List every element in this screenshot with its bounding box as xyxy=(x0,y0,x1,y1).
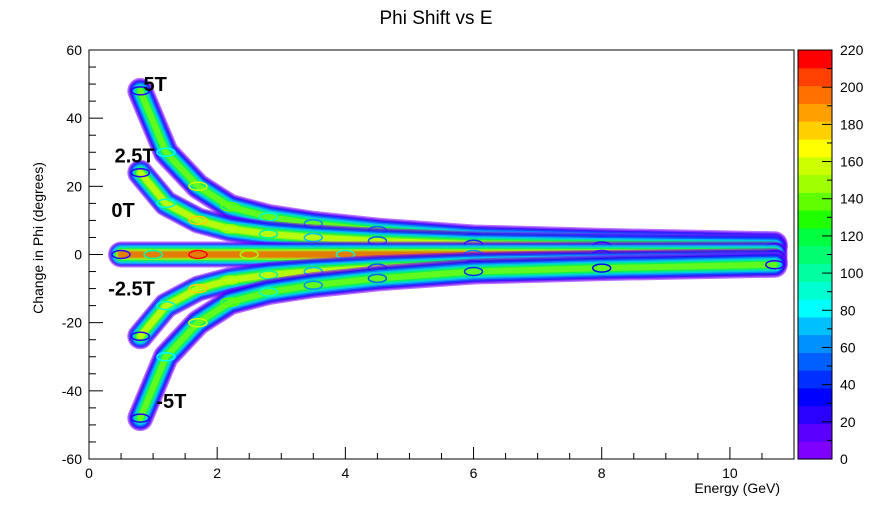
field-label-2: 0T xyxy=(111,200,134,222)
contour-point xyxy=(130,86,151,96)
x-axis: 0 2 4 6 8 10 xyxy=(85,447,795,481)
contour-point xyxy=(239,249,259,260)
color-bar-swatch xyxy=(798,263,832,282)
annotation-layer: 5T 2.5T 0T -2.5T -5T xyxy=(108,74,186,413)
contour-point xyxy=(367,273,388,284)
contour-band xyxy=(137,261,778,422)
y-tick-label: 20 xyxy=(66,178,82,194)
x-tick-label: 4 xyxy=(342,465,350,481)
contour-point xyxy=(303,280,324,290)
y-tick-label: -20 xyxy=(62,315,82,331)
contour-point xyxy=(156,300,176,311)
contour-point xyxy=(188,317,208,328)
color-bar-swatch xyxy=(798,352,832,371)
contour-point xyxy=(156,352,176,362)
x-tick-label: 0 xyxy=(85,465,93,481)
x-tick-label: 6 xyxy=(470,465,478,481)
chart-title: Phi Shift vs E xyxy=(380,8,493,29)
color-bar-swatch xyxy=(798,281,832,300)
y-tick-label: -40 xyxy=(62,383,82,399)
contour-point xyxy=(111,249,131,260)
color-bar-swatch xyxy=(798,387,832,407)
contour-point xyxy=(258,229,279,239)
color-bar-swatch xyxy=(798,103,832,122)
color-bar-swatch xyxy=(798,192,832,211)
x-tick-label: 8 xyxy=(598,465,606,481)
color-bar-tick-label: 60 xyxy=(840,340,856,356)
color-bar-swatch xyxy=(798,138,832,158)
contour-point xyxy=(156,198,176,209)
contour-point xyxy=(130,167,151,178)
color-bar-tick-label: 200 xyxy=(840,79,864,95)
contour-point xyxy=(130,413,151,423)
color-scale-bar: 0 20 40 60 80 100 120 140 160 180 200 220 xyxy=(797,42,864,467)
color-bar-tick-label: 220 xyxy=(840,42,864,58)
color-bar-swatch xyxy=(798,210,832,229)
field-label-3: -2.5T xyxy=(108,278,155,300)
y-axis-title: Change in Phi (degrees) xyxy=(30,162,46,314)
contour-point xyxy=(591,263,612,273)
contour-point xyxy=(220,275,240,285)
y-tick-label: 60 xyxy=(66,42,82,58)
y-axis: -60 -40 -20 0 20 40 60 xyxy=(62,42,103,467)
color-bar-tick-label: 80 xyxy=(840,302,856,318)
color-bar-swatch xyxy=(798,245,832,264)
contour-point xyxy=(220,297,240,307)
contour-point xyxy=(188,181,208,192)
contour-point xyxy=(156,147,176,158)
contour-point xyxy=(220,224,240,234)
color-bar-tick-label: 0 xyxy=(840,451,848,467)
color-bar-tick-label: 160 xyxy=(840,154,864,170)
field-label-4: -5T xyxy=(156,391,186,413)
x-tick-label: 10 xyxy=(722,465,738,481)
color-bar-swatch xyxy=(798,441,832,460)
color-bar-swatch xyxy=(798,423,832,442)
color-bar-swatch xyxy=(798,227,832,247)
y-tick-label: 0 xyxy=(74,247,82,263)
color-bar-swatch xyxy=(798,316,832,336)
field-label-0: 5T xyxy=(144,74,167,96)
color-bar-swatch xyxy=(798,67,832,87)
contour-point xyxy=(143,249,163,260)
y-tick-label: 40 xyxy=(66,110,82,126)
color-bar-swatch xyxy=(798,121,832,140)
contour-point xyxy=(258,287,279,297)
contour-point xyxy=(188,249,208,260)
color-bar-tick-label: 120 xyxy=(840,228,864,244)
x-axis-title: Energy (GeV) xyxy=(694,480,780,496)
contour-point xyxy=(188,283,208,294)
color-bar-swatch xyxy=(798,156,832,176)
color-bar-tick-label: 140 xyxy=(840,191,864,207)
color-bar-swatch xyxy=(798,85,832,104)
color-bar-tick-label: 100 xyxy=(840,265,864,281)
contour-point xyxy=(188,215,208,226)
contour-point xyxy=(463,266,484,277)
contour-point xyxy=(130,331,151,342)
color-bar-tick-label: 20 xyxy=(840,414,856,430)
color-bar-swatch xyxy=(798,370,832,389)
contour-point xyxy=(765,259,785,270)
x-tick-label: 2 xyxy=(213,465,221,481)
color-bar-swatch xyxy=(798,405,832,425)
field-label-1: 2.5T xyxy=(115,146,155,168)
color-bar-swatch xyxy=(798,174,832,193)
color-bar-swatch xyxy=(798,298,832,318)
contour-layer xyxy=(108,77,788,432)
color-bar-tick-label: 40 xyxy=(840,377,856,393)
color-bar-tick-label: 180 xyxy=(840,116,864,132)
color-bar-swatch xyxy=(798,334,832,353)
color-bar-swatch xyxy=(798,50,832,69)
contour-point xyxy=(220,202,240,212)
y-tick-label: -60 xyxy=(62,451,82,467)
